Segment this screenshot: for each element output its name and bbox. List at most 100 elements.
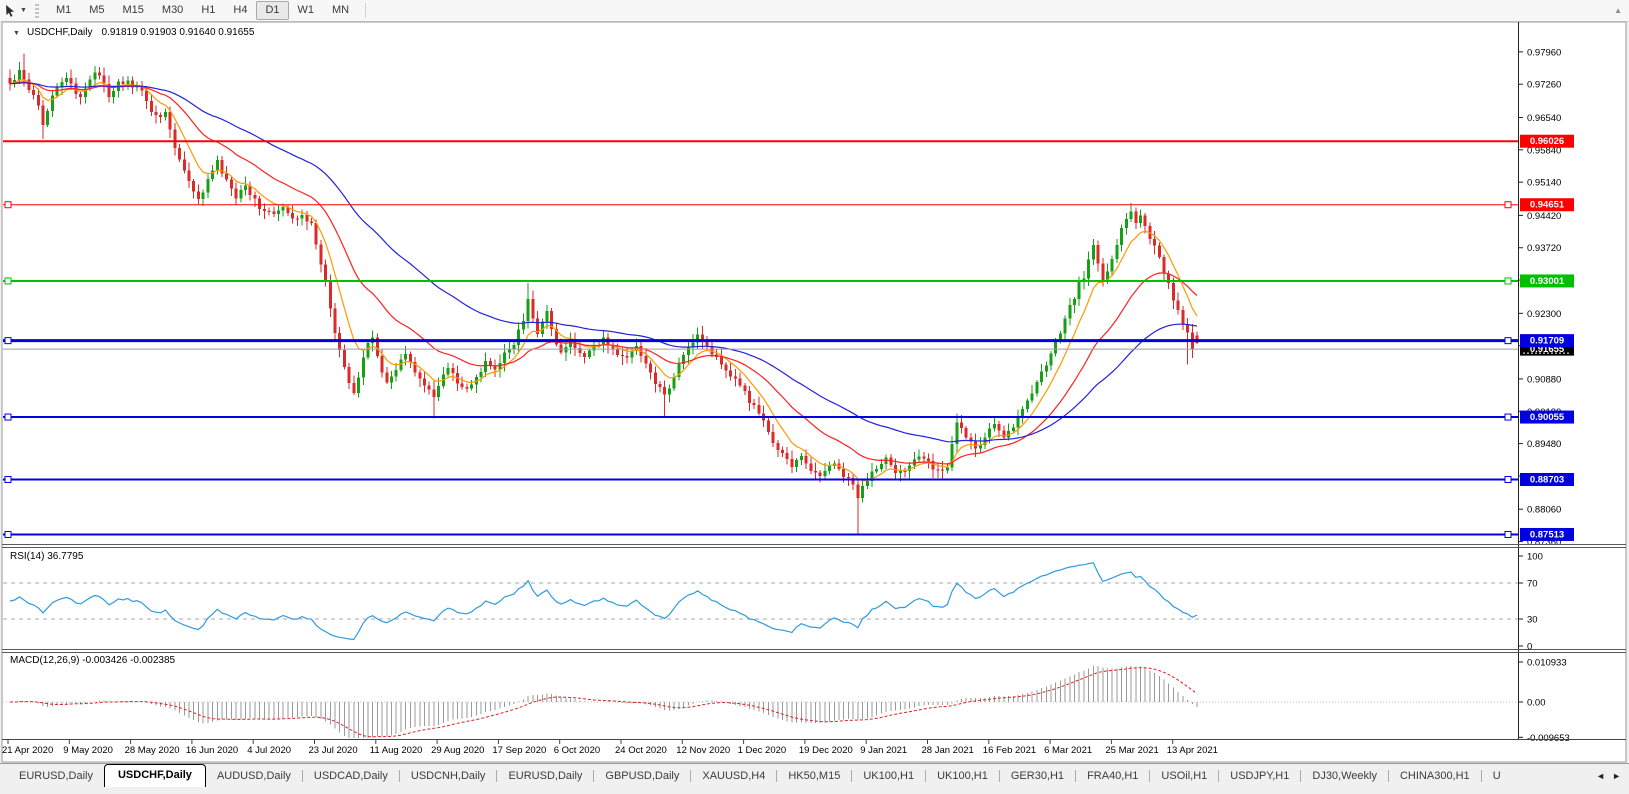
y-axis-tick-label: 0.90880 (1527, 374, 1561, 385)
x-axis-date-label: 1 Dec 2020 (738, 745, 787, 756)
tab-scroll-left-icon[interactable]: ◄ (1596, 770, 1606, 781)
svg-text:0.93001: 0.93001 (1530, 276, 1565, 287)
macd-scale-label: 0.010933 (1527, 658, 1567, 669)
timeframe-button-W1[interactable]: W1 (297, 4, 315, 16)
y-axis-tick-label: 0.95140 (1527, 178, 1561, 189)
tab-FRA40-H1[interactable]: FRA40,H1 (1087, 770, 1139, 782)
tab-separator (1480, 769, 1482, 782)
tab-USOil-H1[interactable]: USOil,H1 (1161, 770, 1208, 782)
tab-separator (496, 769, 498, 782)
line-handle-left[interactable] (4, 337, 12, 345)
line-handle-right[interactable] (1504, 337, 1512, 345)
tab-separator (398, 769, 400, 782)
moving-average-55[interactable] (9, 82, 1198, 443)
tab-CHINA300-H1[interactable]: CHINA300,H1 (1399, 770, 1470, 782)
tab-GER30-H1[interactable]: GER30,H1 (1010, 770, 1065, 782)
rsi-line (9, 562, 1198, 641)
x-axis-date-label: 13 Apr 2021 (1167, 745, 1218, 756)
rsi-scale-label: 70 (1527, 579, 1538, 590)
tab-separator (925, 769, 927, 782)
tab-UK100-H1[interactable]: UK100,H1 (863, 770, 915, 782)
timeframe-button-M30[interactable]: M30 (161, 4, 184, 16)
y-axis-tick-label: 0.97960 (1527, 47, 1561, 58)
tab-EURUSD-Daily[interactable]: EURUSD,Daily (19, 770, 93, 782)
tab-separator (1149, 769, 1151, 782)
price-chart[interactable]: 0.97960 0.97260 0.96540 0.95840 0.95140 0.944… (0, 21, 1629, 763)
line-handle-right[interactable] (1504, 413, 1512, 421)
chart-ohlc-values: 0.91819 0.91903 0.91640 0.91655 (101, 27, 255, 38)
y-axis-tick-label: 0.96540 (1527, 113, 1561, 124)
tab-USDCAD-Daily[interactable]: USDCAD,Daily (313, 770, 388, 782)
tab-HK50-M15[interactable]: HK50,M15 (788, 770, 841, 782)
tab-separator (593, 769, 595, 782)
chart-symbol: USDCHF,Daily (26, 27, 93, 38)
x-axis-date-label: 17 Sep 2020 (492, 745, 546, 756)
y-axis-tick-label: 0.87360 (1527, 537, 1561, 548)
tab-EURUSD-Daily[interactable]: EURUSD,Daily (508, 770, 583, 782)
macd-label: MACD(12,26,9) -0.003426 -0.002385 (10, 655, 176, 666)
x-axis-date-label: 19 Dec 2020 (799, 745, 853, 756)
x-axis-date-label: 9 May 2020 (63, 745, 113, 756)
line-price-badge (1520, 410, 1574, 424)
tab-GBPUSD-Daily[interactable]: GBPUSD,Daily (605, 770, 680, 782)
tab-UK100-H1[interactable]: UK100,H1 (937, 770, 988, 782)
tab-separator (1218, 769, 1220, 782)
toolbar-grip (34, 3, 39, 18)
line-price-badge (1520, 472, 1574, 486)
tab-DJ30-Weekly[interactable]: DJ30,Weekly (1312, 770, 1377, 782)
x-axis-date-label: 28 May 2020 (125, 745, 180, 756)
chart-tabs: EURUSD,Daily USDCHF,Daily AUDUSD,Daily USDC… (0, 763, 1629, 787)
y-axis-tick-label: 0.95840 (1527, 145, 1561, 156)
line-handle-right[interactable] (1504, 201, 1512, 209)
moving-average-24[interactable] (9, 81, 1198, 465)
timeframe-button-M5[interactable]: M5 (89, 4, 105, 16)
line-handle-left[interactable] (4, 530, 12, 538)
toolbar-separator (365, 3, 367, 18)
svg-text:0.90055: 0.90055 (1530, 412, 1565, 423)
x-axis-date-label: 11 Aug 2020 (370, 745, 423, 756)
tab-separator (301, 769, 303, 782)
line-handle-right[interactable] (1504, 530, 1512, 538)
timeframe-button-H4[interactable]: H4 (233, 4, 248, 16)
x-axis-date-label: 12 Nov 2020 (676, 745, 730, 756)
svg-text:0.91709: 0.91709 (1530, 336, 1564, 347)
line-price-badge (1520, 134, 1574, 148)
chevron-down-icon[interactable]: ▼ (20, 7, 27, 14)
tab-scroll-right-icon[interactable]: ► (1612, 770, 1621, 781)
timeframe-button-M1[interactable]: M1 (55, 4, 72, 16)
rsi-scale-label: 100 (1527, 552, 1543, 563)
tab-separator (776, 769, 778, 782)
x-axis-date-label: 4 Jul 2020 (247, 745, 291, 756)
cursor-tool-icon[interactable] (4, 4, 17, 17)
x-axis-date-label: 23 Jul 2020 (309, 745, 358, 756)
rsi-scale-label: 0 (1527, 642, 1532, 653)
line-price-badge (1520, 334, 1574, 348)
svg-text:0.94651: 0.94651 (1530, 200, 1565, 211)
timeframe-button-D1[interactable]: D1 (256, 1, 289, 20)
chart-dropdown-icon[interactable]: ▼ (13, 30, 20, 37)
timeframe-button-MN[interactable]: MN (332, 4, 350, 16)
line-handle-right[interactable] (1504, 277, 1512, 285)
line-handle-left[interactable] (4, 277, 12, 285)
line-handle-left[interactable] (4, 413, 12, 421)
tab-USDJPY-H1[interactable]: USDJPY,H1 (1230, 770, 1290, 782)
y-axis-tick-label: 0.92300 (1527, 309, 1561, 320)
line-handle-left[interactable] (4, 201, 12, 209)
tab-USDCHF-Daily[interactable]: USDCHF,Daily (103, 764, 206, 787)
timeframe-button-H1[interactable]: H1 (201, 4, 216, 16)
y-axis-tick-label: 0.94420 (1527, 211, 1561, 222)
tab-XAUUSD-H4[interactable]: XAUUSD,H4 (702, 770, 766, 782)
line-handle-left[interactable] (4, 475, 12, 483)
tab-USDCNH-Daily[interactable]: USDCNH,Daily (410, 770, 486, 782)
line-handle-right[interactable] (1504, 475, 1512, 483)
y-axis-tick-label: 0.89480 (1527, 439, 1561, 450)
toolbar-scroll-icon[interactable]: ▲ (1614, 6, 1622, 15)
x-axis-date-label: 29 Aug 2020 (431, 745, 484, 756)
macd-histogram (14, 665, 1198, 738)
tab-AUDUSD-Daily[interactable]: AUDUSD,Daily (216, 770, 291, 782)
tab-U[interactable]: U (1492, 770, 1501, 782)
timeframe-button-M15[interactable]: M15 (122, 4, 144, 16)
y-axis-tick-label: 0.97260 (1527, 80, 1561, 91)
chart-tab-list: EURUSD,Daily USDCHF,Daily AUDUSD,Daily USDC… (0, 764, 1588, 787)
